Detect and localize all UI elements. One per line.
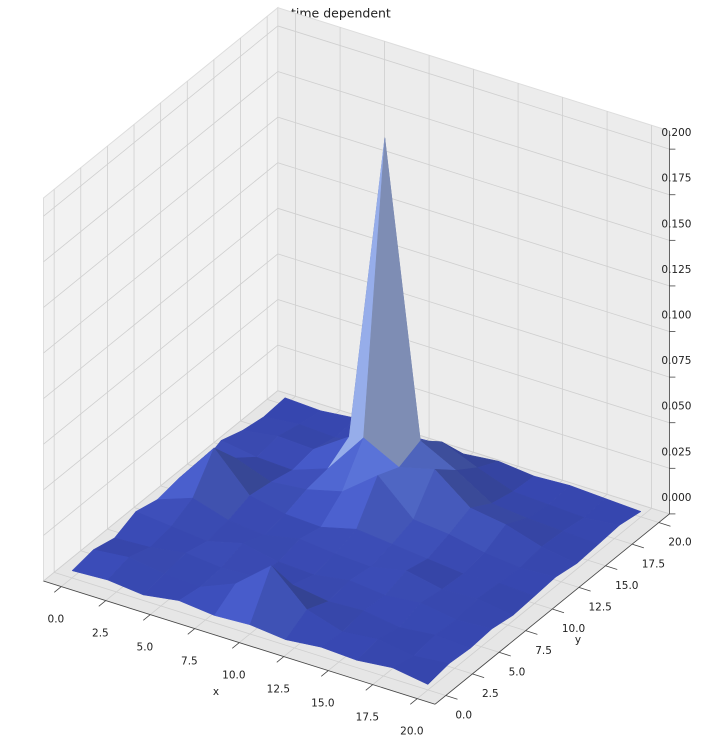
x-tick-label: 7.5: [181, 656, 198, 668]
x-tick: [276, 656, 285, 663]
y-tick: [632, 543, 644, 549]
x-tick: [321, 670, 329, 677]
grid-line: [277, 71, 670, 196]
grid-line: [43, 208, 279, 399]
x-tick-label: 12.5: [267, 684, 290, 696]
z-tick-label: 0.000: [661, 492, 691, 504]
grid-line: [277, 390, 670, 515]
x-axis-label: x: [213, 686, 219, 698]
grid-line: [43, 299, 279, 491]
x-tick: [187, 628, 196, 635]
grid-line: [277, 162, 670, 287]
grid-line: [277, 25, 670, 150]
y-tick: [525, 630, 538, 635]
y-tick-label: 5.0: [509, 666, 526, 678]
y-tick-label: 12.5: [588, 602, 611, 614]
x-tick: [365, 684, 374, 691]
grid-line: [43, 116, 279, 308]
x-tick: [143, 614, 151, 621]
y-tick-label: 7.5: [535, 645, 552, 657]
x-tick: [410, 698, 418, 705]
grid-line: [277, 253, 670, 378]
y-tick-label: 2.5: [482, 688, 499, 700]
y-axis-line: [434, 513, 670, 705]
grid-line: [277, 116, 670, 241]
y-tick-label: 20.0: [668, 537, 691, 549]
x-tick: [232, 642, 240, 649]
grid-line: [43, 344, 279, 536]
grid-line: [43, 71, 279, 263]
y-tick-label: 15.0: [615, 580, 638, 592]
z-tick-label: 0.075: [661, 355, 691, 367]
z-tick-label: 0.175: [661, 173, 691, 185]
x-tick: [54, 586, 62, 593]
y-tick: [605, 565, 618, 570]
y-tick-label: 17.5: [642, 558, 665, 570]
y-tick: [658, 522, 671, 527]
z-tick-label: 0.150: [661, 218, 691, 230]
grid-line: [43, 162, 279, 354]
z-tick-label: 0.200: [661, 127, 691, 139]
y-tick: [445, 695, 458, 700]
x-axis-line: [43, 580, 436, 705]
z-tick-label: 0.025: [661, 446, 691, 458]
chart-title: time dependent: [291, 6, 391, 21]
y-tick-label: 0.0: [455, 710, 472, 722]
grid-line: [43, 390, 279, 582]
x-tick-label: 17.5: [356, 712, 379, 724]
z-tick-label: 0.100: [661, 310, 691, 322]
x-tick-label: 0.0: [48, 614, 65, 626]
grid-line: [43, 253, 279, 445]
grid-line: [277, 344, 670, 469]
grid-line: [43, 25, 279, 217]
surface-face: [391, 655, 450, 685]
z-tick-label: 0.125: [661, 264, 691, 276]
x-tick: [98, 600, 107, 607]
x-tick-label: 10.0: [222, 670, 245, 682]
y-tick: [472, 673, 485, 679]
x-tick-label: 20.0: [400, 726, 423, 738]
grid-line: [54, 571, 446, 696]
grid-line: [277, 299, 670, 424]
x-tick-label: 2.5: [92, 628, 109, 640]
y-axis-label: y: [575, 634, 581, 646]
z-tick-label: 0.050: [661, 401, 691, 413]
y-tick: [498, 651, 511, 657]
y-tick-label: 10.0: [562, 623, 585, 635]
x-tick-label: 5.0: [137, 642, 154, 654]
grid-line: [277, 207, 670, 332]
x-tick-label: 15.0: [311, 698, 334, 710]
y-tick: [578, 587, 591, 592]
y-tick: [552, 608, 565, 614]
